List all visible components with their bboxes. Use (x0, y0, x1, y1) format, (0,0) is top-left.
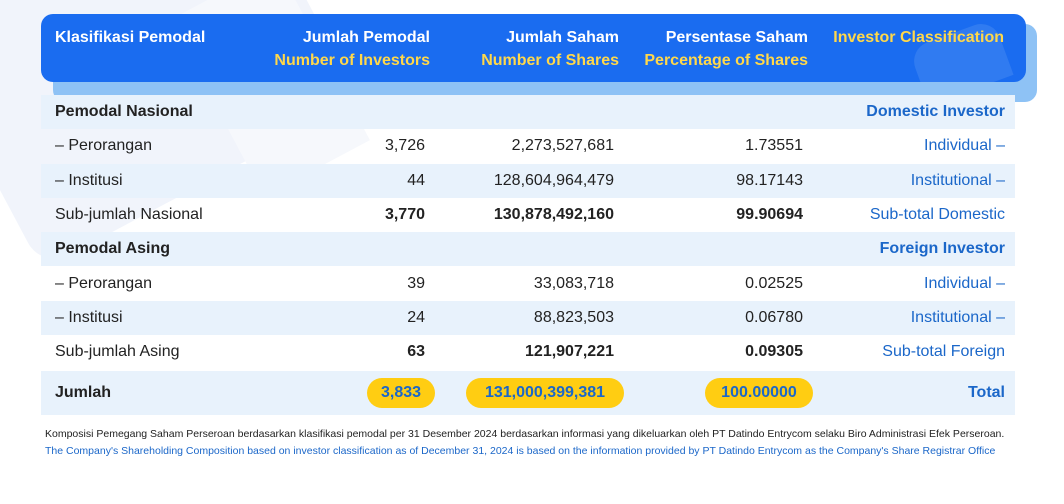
row-label: – Institusi (55, 171, 123, 189)
header-classification-label: Klasifikasi Pemodal (55, 29, 206, 46)
row-investors: 3,770 (384, 206, 425, 224)
row-label: – Institusi (55, 308, 123, 326)
table-row-domestic-subtotal: Sub-jumlah Nasional 3,770 130,878,492,16… (41, 198, 1015, 232)
row-classification: Sub-total Foreign (882, 343, 1005, 361)
row-investors: 63 (407, 343, 425, 361)
header-shares-id: Jumlah Saham (506, 29, 619, 46)
header-investors: Jumlah Pemodal Number of Investors (274, 26, 430, 72)
row-shares: 128,604,964,479 (493, 171, 614, 189)
row-label: – Perorangan (55, 137, 152, 155)
row-percentage: 98.17143 (736, 171, 803, 189)
header-classification: Klasifikasi Pemodal (55, 26, 205, 49)
table-row-domestic-institutional: – Institusi 44 128,604,964,479 98.17143 … (41, 163, 1015, 198)
row-investors: 39 (407, 274, 425, 292)
row-investors: 3,726 (384, 137, 425, 155)
header-investors-en: Number of Investors (274, 52, 430, 69)
table-row-total: Jumlah 3,833 131,000,399,381 100.00000 T… (41, 371, 1015, 416)
row-shares: 33,083,718 (533, 274, 614, 292)
total-shares-badge: 131,000,399,381 (466, 378, 624, 409)
row-classification: Foreign Investor (879, 240, 1005, 258)
row-classification: Individual – (924, 274, 1005, 292)
header-shares: Jumlah Saham Number of Shares (481, 26, 619, 72)
table-row-domestic-section: Pemodal Nasional Domestic Investor (41, 95, 1015, 130)
row-percentage: 0.02525 (745, 274, 803, 292)
header-percentage-en: Percentage of Shares (644, 52, 808, 69)
row-percentage: 0.09305 (745, 343, 803, 361)
table-row-foreign-subtotal: Sub-jumlah Asing 63 121,907,221 0.09305 … (41, 335, 1015, 369)
row-classification: Individual – (924, 137, 1005, 155)
table-row-foreign-individual: – Perorangan 39 33,083,718 0.02525 Indiv… (41, 266, 1015, 300)
row-classification: Institutional – (910, 308, 1005, 326)
row-classification: Institutional – (910, 171, 1005, 189)
row-label: Sub-jumlah Nasional (55, 206, 203, 224)
row-label: Pemodal Nasional (55, 103, 193, 121)
row-investors: 24 (407, 308, 425, 326)
row-shares: 121,907,221 (525, 343, 614, 361)
header-investor-classification-en: Investor Classification (833, 29, 1004, 46)
header-investor-classification: Investor Classification (833, 26, 1004, 49)
shareholding-table: Klasifikasi Pemodal Jumlah Pemodal Numbe… (41, 14, 1037, 416)
total-investors-badge: 3,833 (367, 378, 435, 409)
header-percentage: Persentase Saham Percentage of Shares (644, 26, 808, 72)
table-row-foreign-institutional: – Institusi 24 88,823,503 0.06780 Instit… (41, 300, 1015, 336)
header-percentage-id: Persentase Saham (665, 29, 808, 46)
row-classification: Sub-total Domestic (869, 206, 1005, 224)
table-header: Klasifikasi Pemodal Jumlah Pemodal Numbe… (41, 14, 1026, 82)
table-body: Pemodal Nasional Domestic Investor – Per… (41, 95, 1015, 416)
total-classification: Total (967, 384, 1005, 402)
row-label: Sub-jumlah Asing (55, 343, 180, 361)
row-label: – Perorangan (55, 274, 152, 292)
total-label: Jumlah (55, 384, 112, 402)
table-row-domestic-individual: – Perorangan 3,726 2,273,527,681 1.73551… (41, 129, 1015, 163)
row-percentage: 99.90694 (736, 206, 803, 224)
row-investors: 44 (407, 171, 425, 189)
footnote: Komposisi Pemegang Saham Perseroan berda… (45, 426, 1020, 459)
footnote-english: The Company's Shareholding Composition b… (45, 444, 996, 457)
total-percentage-badge: 100.00000 (705, 378, 813, 409)
row-shares: 88,823,503 (533, 308, 614, 326)
row-shares: 2,273,527,681 (511, 137, 614, 155)
header-shares-en: Number of Shares (481, 52, 619, 69)
row-label: Pemodal Asing (55, 240, 170, 258)
footnote-indonesian: Komposisi Pemegang Saham Perseroan berda… (45, 428, 1005, 440)
row-percentage: 1.73551 (745, 137, 803, 155)
row-shares: 130,878,492,160 (493, 206, 614, 224)
row-classification: Domestic Investor (866, 103, 1005, 121)
header-investors-id: Jumlah Pemodal (302, 29, 430, 46)
table-row-foreign-section: Pemodal Asing Foreign Investor (41, 232, 1015, 267)
row-percentage: 0.06780 (745, 308, 803, 326)
